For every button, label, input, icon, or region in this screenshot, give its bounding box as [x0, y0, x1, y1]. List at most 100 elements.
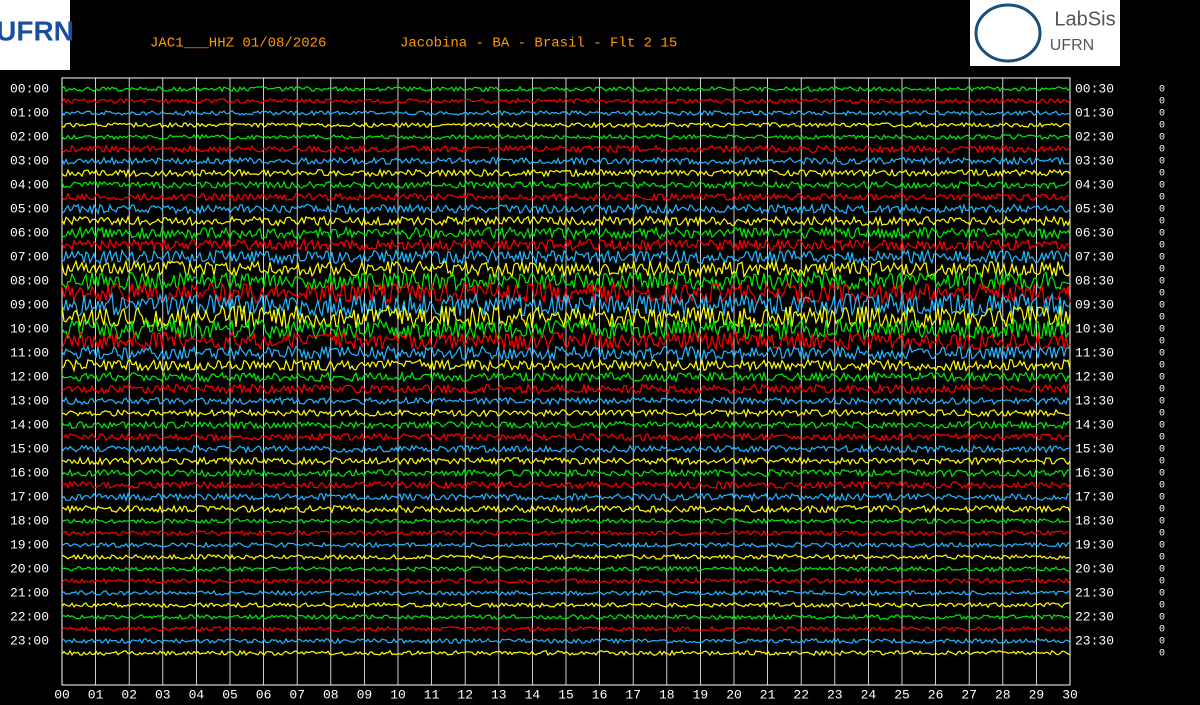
- trace: [61, 443, 1071, 454]
- left-label: 15:00: [10, 441, 49, 456]
- right-label: 17:30: [1075, 489, 1114, 504]
- left-label: 06:00: [10, 225, 49, 240]
- left-label: 02:00: [10, 129, 49, 144]
- left-label: 14:00: [10, 417, 49, 432]
- trace: [61, 358, 1071, 373]
- left-label: 23:00: [10, 633, 49, 648]
- x-tick-label: 25: [894, 687, 910, 702]
- right-value: 0: [1159, 277, 1165, 288]
- trace: [61, 382, 1071, 396]
- right-label: 13:30: [1075, 393, 1114, 408]
- left-label: 17:00: [10, 489, 49, 504]
- trace: [61, 144, 1071, 154]
- right-value: 0: [1159, 133, 1165, 144]
- right-value: 0: [1159, 349, 1165, 360]
- x-tick-label: 10: [390, 687, 406, 702]
- chart-title: JAC1___HHZ 01/08/2026: [150, 36, 326, 52]
- x-tick-label: 07: [289, 687, 305, 702]
- trace: [61, 155, 1071, 167]
- trace: [61, 330, 1071, 352]
- x-tick-label: 19: [693, 687, 709, 702]
- right-value: 0: [1159, 493, 1165, 504]
- x-tick-label: 04: [189, 687, 205, 702]
- left-label: 03:00: [10, 153, 49, 168]
- trace: [61, 344, 1071, 362]
- left-label: 22:00: [10, 609, 49, 624]
- right-value: 0: [1159, 529, 1165, 540]
- logo-left: UFRN: [0, 15, 74, 46]
- x-tick-label: 11: [424, 687, 440, 702]
- x-tick-label: 12: [457, 687, 473, 702]
- trace: [61, 577, 1071, 585]
- right-label: 05:30: [1075, 201, 1114, 216]
- right-value: 0: [1159, 577, 1165, 588]
- logo-right-box: [970, 0, 1120, 66]
- x-tick-label: 06: [256, 687, 272, 702]
- right-value: 0: [1159, 325, 1165, 336]
- right-label: 23:30: [1075, 633, 1114, 648]
- right-value: 0: [1159, 229, 1165, 240]
- right-value: 0: [1159, 601, 1165, 612]
- trace: [61, 202, 1071, 216]
- trace: [61, 468, 1071, 478]
- trace: [61, 248, 1071, 266]
- trace: [61, 431, 1071, 443]
- right-value: 0: [1159, 433, 1165, 444]
- right-value: 0: [1159, 637, 1165, 648]
- x-tick-label: 28: [995, 687, 1011, 702]
- x-tick-label: 15: [558, 687, 574, 702]
- right-value: 0: [1159, 97, 1165, 108]
- left-label: 21:00: [10, 585, 49, 600]
- logo-left-box: [0, 0, 70, 70]
- trace: [61, 637, 1071, 645]
- trace: [61, 456, 1071, 467]
- trace: [61, 649, 1071, 657]
- x-tick-label: 13: [491, 687, 507, 702]
- left-label: 00:00: [10, 81, 49, 96]
- left-label: 04:00: [10, 177, 49, 192]
- x-tick-label: 23: [827, 687, 843, 702]
- x-tick-label: 05: [222, 687, 238, 702]
- trace: [61, 237, 1071, 253]
- x-tick-label: 14: [525, 687, 541, 702]
- trace: [61, 408, 1071, 419]
- left-label: 10:00: [10, 321, 49, 336]
- right-label: 14:30: [1075, 417, 1114, 432]
- right-label: 20:30: [1075, 561, 1114, 576]
- right-value: 0: [1159, 253, 1165, 264]
- right-value: 0: [1159, 121, 1165, 132]
- left-label: 07:00: [10, 249, 49, 264]
- x-tick-label: 16: [592, 687, 608, 702]
- right-value: 0: [1159, 625, 1165, 636]
- left-label: 09:00: [10, 297, 49, 312]
- right-value: 0: [1159, 169, 1165, 180]
- trace: [61, 492, 1071, 503]
- right-value: 0: [1159, 193, 1165, 204]
- right-label: 15:30: [1075, 441, 1114, 456]
- right-value: 0: [1159, 313, 1165, 324]
- chart-subtitle: Jacobina - BA - Brasil - Flt 2 15: [400, 36, 677, 52]
- trace: [61, 192, 1071, 202]
- left-label: 01:00: [10, 105, 49, 120]
- left-label: 19:00: [10, 537, 49, 552]
- right-value: 0: [1159, 109, 1165, 120]
- trace: [61, 396, 1071, 407]
- x-tick-label: 22: [793, 687, 809, 702]
- right-value: 0: [1159, 445, 1165, 456]
- x-tick-label: 21: [760, 687, 776, 702]
- right-value: 0: [1159, 421, 1165, 432]
- right-value: 0: [1159, 205, 1165, 216]
- x-tick-label: 09: [357, 687, 373, 702]
- x-tick-label: 20: [726, 687, 742, 702]
- right-value: 0: [1159, 649, 1165, 660]
- x-tick-label: 17: [625, 687, 641, 702]
- trace: [61, 541, 1071, 549]
- right-value: 0: [1159, 373, 1165, 384]
- right-label: 11:30: [1075, 345, 1114, 360]
- trace: [61, 589, 1071, 597]
- trace: [61, 553, 1071, 561]
- trace: [61, 419, 1071, 430]
- trace: [61, 304, 1071, 330]
- trace: [61, 280, 1071, 306]
- right-value: 0: [1159, 505, 1165, 516]
